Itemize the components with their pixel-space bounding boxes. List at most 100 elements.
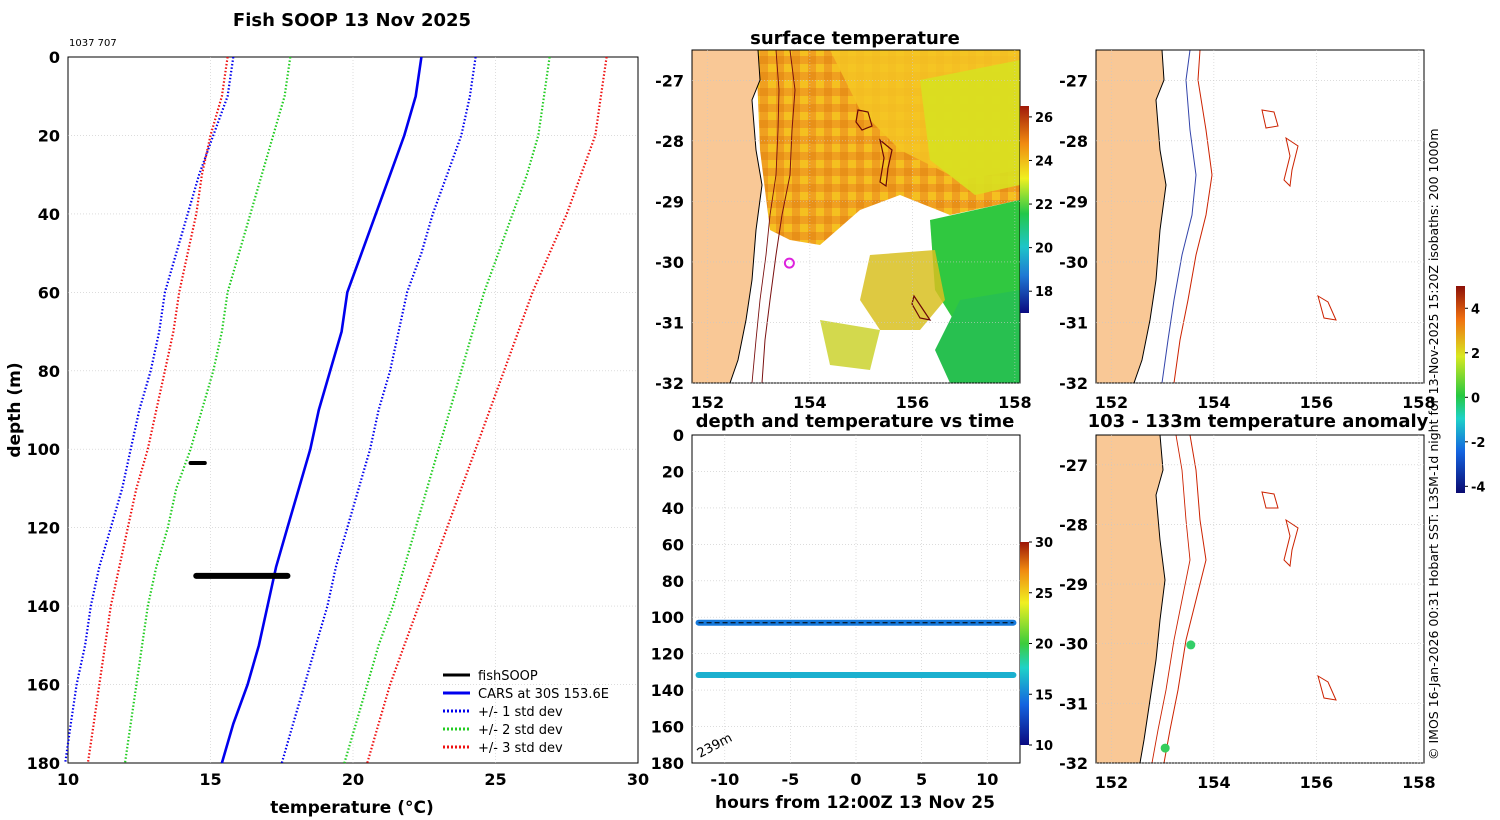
colorbar-tick-label: 22 xyxy=(1035,198,1053,213)
time-series-tracks xyxy=(695,619,1017,678)
legend-sd2: +/- 2 std dev xyxy=(478,723,563,738)
sst-y-ticks: -27 -28 -29 -30 -31 -32 xyxy=(655,71,684,393)
isobath-x-tick: 154 xyxy=(1197,393,1230,412)
time-x-tick: 5 xyxy=(916,770,927,789)
legend-sd3: +/- 3 std dev xyxy=(478,741,563,756)
time-series-axes-box xyxy=(691,434,1021,764)
anomaly-y-tick: -30 xyxy=(1059,635,1088,654)
anomaly-seamount-3 xyxy=(1317,674,1337,701)
time-x-tick: -5 xyxy=(782,770,800,789)
profile-y-tick: 180 xyxy=(27,754,60,773)
sst-isobath-200 xyxy=(751,50,780,383)
sst-gridlines xyxy=(692,50,1020,384)
time-y-tick: 120 xyxy=(651,645,684,664)
time-y-tick: 40 xyxy=(662,499,684,518)
profile-x-tick: 10 xyxy=(57,770,79,789)
isobath-gridlines xyxy=(1096,50,1424,384)
isobath-x-tick: 152 xyxy=(1095,393,1128,412)
sst-seamount-2 xyxy=(879,138,893,188)
isobath-x-tick: 156 xyxy=(1300,393,1333,412)
anomaly-isobath-1000 xyxy=(1163,435,1207,763)
profile-y-tick: 0 xyxy=(49,48,60,67)
anomaly-seamount-2 xyxy=(1283,518,1299,568)
anomaly-isobath-200 xyxy=(1151,435,1191,763)
colorbar-tick-label: 0 xyxy=(1471,391,1480,406)
isobath-axes-box xyxy=(1095,49,1425,384)
time-y-tick: 80 xyxy=(662,572,684,591)
profile-y-tick: 140 xyxy=(27,597,60,616)
profile-x-tick: 25 xyxy=(484,770,506,789)
sst-cool-region xyxy=(920,60,1020,195)
id-label: 1037 707 xyxy=(69,38,117,49)
profile-x-tick: 30 xyxy=(627,770,649,789)
isobath-land xyxy=(1096,50,1166,383)
legend-cars: CARS at 30S 153.6E xyxy=(478,687,609,702)
time-series-x-ticks: -10 -5 0 5 10 xyxy=(710,770,998,789)
sst-map-panel: surface temperature 152 154 156 158 -27-28-… xyxy=(655,28,1053,412)
sst-seamount-1 xyxy=(855,109,873,131)
sst-patch-3 xyxy=(935,290,1020,383)
sst-y-tick: -31 xyxy=(655,313,684,332)
colorbar-tick-label: 2 xyxy=(1471,347,1480,362)
sst-x-ticks: 152 154 156 158 xyxy=(691,393,1032,412)
isobath-seamount-1 xyxy=(1261,109,1279,129)
anomaly-y-tick: -28 xyxy=(1059,515,1088,534)
anomaly-map-panel: 103 - 133m temperature anomaly 152 154 156… xyxy=(1059,286,1485,792)
sst-x-tick: 158 xyxy=(998,393,1031,412)
sst-x-tick: 152 xyxy=(691,393,724,412)
sst-land xyxy=(692,50,762,383)
profile-x-ticks: 10 15 20 25 30 xyxy=(57,770,649,789)
colorbar-tick-label: 24 xyxy=(1035,154,1053,169)
time-x-tick: -10 xyxy=(710,770,739,789)
colorbar-tick-label: 25 xyxy=(1035,587,1053,602)
isobath-seamount-2 xyxy=(1283,136,1299,188)
colorbar-tick-label: 15 xyxy=(1035,688,1053,703)
isobath-y-tick: -31 xyxy=(1059,313,1088,332)
time-y-tick: 60 xyxy=(662,535,684,554)
sst-map-field xyxy=(692,50,1020,383)
anomaly-y-ticks: -27 -28 -29 -30 -31 -32 xyxy=(1059,456,1088,773)
profile-y-ticks: 0 20 40 60 80 100 120 140 160 180 xyxy=(27,48,60,773)
isobath-x-tick: 158 xyxy=(1402,393,1435,412)
anomaly-points xyxy=(1160,640,1196,753)
anomaly-map-title: 103 - 133m temperature anomaly xyxy=(1088,411,1429,432)
isobath-map-panel: 152 154 156 158 -27 -28 -29 -30 -31 -32 xyxy=(1059,49,1436,412)
profile-x-label: temperature (°C) xyxy=(270,798,434,818)
time-y-tick: 0 xyxy=(673,426,684,445)
profile-gridlines xyxy=(68,57,638,763)
isobath-seamount-3 xyxy=(1317,294,1337,321)
legend-sd1: +/- 1 std dev xyxy=(478,705,563,720)
time-series-y-ticks: 0 20 40 60 80 100 120 140 160 180 xyxy=(651,426,684,773)
anomaly-point-1 xyxy=(1186,640,1196,650)
anomaly-x-tick: 152 xyxy=(1095,773,1128,792)
profile-y-tick: 20 xyxy=(38,126,60,145)
isobath-y-tick: -28 xyxy=(1059,132,1088,151)
profile-y-tick: 120 xyxy=(27,519,60,538)
series--1-std-dev-minus xyxy=(64,56,235,764)
time-y-tick: 140 xyxy=(651,681,684,700)
isobath-map-field xyxy=(1096,50,1424,383)
anomaly-land xyxy=(1096,435,1165,763)
series--2-std-dev-plus xyxy=(343,56,551,764)
sst-x-tick: 154 xyxy=(793,393,826,412)
colorbar-tick-label: -4 xyxy=(1471,480,1485,495)
time-series-gridlines xyxy=(692,435,1020,763)
anomaly-x-ticks: 152 154 156 158 xyxy=(1095,773,1436,792)
sst-coastline xyxy=(729,50,763,383)
anomaly-map-field xyxy=(1096,435,1424,763)
sst-map-title: surface temperature xyxy=(750,28,960,49)
colorbar-tick-label: 30 xyxy=(1035,536,1053,551)
time-x-tick: 10 xyxy=(976,770,998,789)
isobath-y-tick: -32 xyxy=(1059,374,1088,393)
anomaly-coastline xyxy=(1139,435,1166,763)
sst-isobath-1000 xyxy=(761,50,796,383)
profile-x-label-text: temperature (°C) xyxy=(270,798,434,818)
anomaly-point-2 xyxy=(1160,743,1170,753)
sst-colorbar xyxy=(1020,106,1029,313)
sst-sample-marker xyxy=(783,257,795,269)
profile-y-tick: 100 xyxy=(27,440,60,459)
profile-y-tick: 80 xyxy=(38,362,60,381)
profile-y-tick: 60 xyxy=(38,283,60,302)
sst-patch-2 xyxy=(820,320,880,370)
colorbar-tick-label: -2 xyxy=(1471,436,1485,451)
